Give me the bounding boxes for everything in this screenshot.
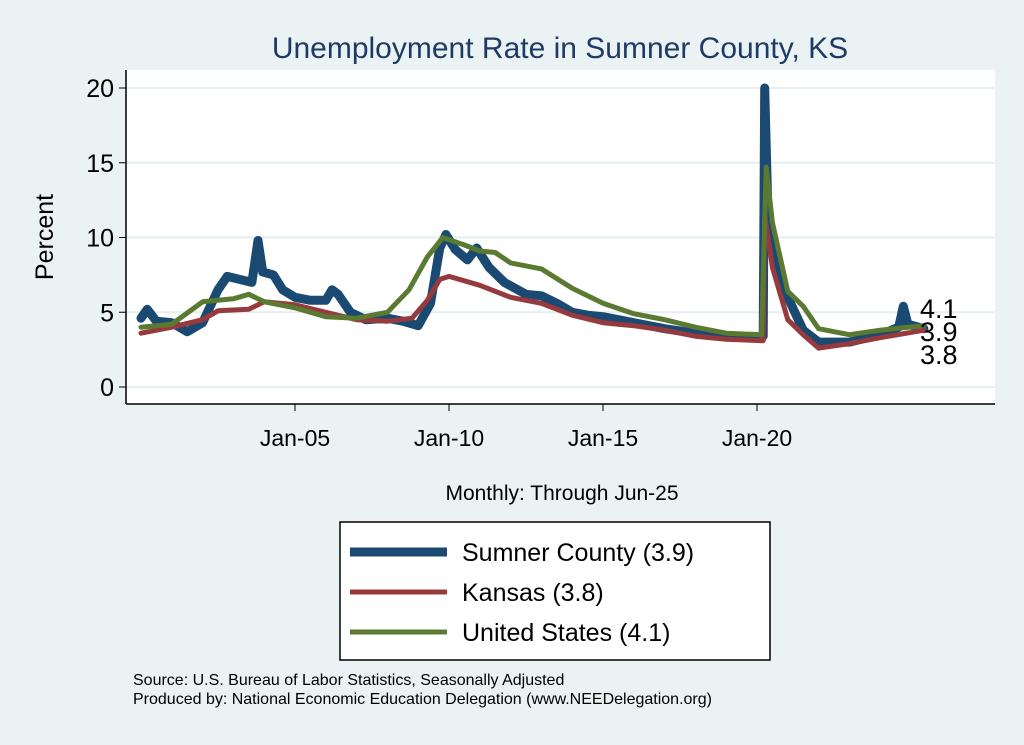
y-tick-label: 10 — [86, 225, 114, 253]
y-tick-label: 5 — [100, 299, 114, 327]
end-value-label: 3.9 — [920, 317, 958, 347]
end-value-label: 3.8 — [920, 340, 958, 370]
x-axis-label: Monthly: Through Jun-25 — [445, 482, 678, 505]
x-tick-label: Jan-20 — [722, 425, 792, 451]
legend-label-kansas: Kansas (3.8) — [462, 579, 604, 607]
y-tick-label: 15 — [86, 150, 114, 178]
source-line: Source: U.S. Bureau of Labor Statistics,… — [133, 672, 565, 689]
chart-title: Unemployment Rate in Sumner County, KS — [272, 32, 848, 65]
series-line-2 — [138, 164, 927, 338]
x-tick-label: Jan-15 — [568, 425, 638, 451]
produced-by-line: Produced by: National Economic Education… — [133, 691, 712, 708]
y-tick-label: 20 — [86, 75, 114, 103]
legend: Sumner County (3.9) Kansas (3.8) United … — [339, 521, 771, 661]
legend-label-sumner: Sumner County (3.9) — [462, 539, 694, 567]
y-axis-label: Percent — [31, 194, 59, 280]
legend-label-us: United States (4.1) — [462, 619, 670, 647]
x-tick-label: Jan-05 — [260, 425, 330, 451]
series-line-0 — [136, 83, 929, 347]
x-tick-label: Jan-10 — [414, 425, 484, 451]
end-value-label: 4.1 — [920, 294, 958, 324]
y-tick-label: 0 — [100, 374, 114, 402]
